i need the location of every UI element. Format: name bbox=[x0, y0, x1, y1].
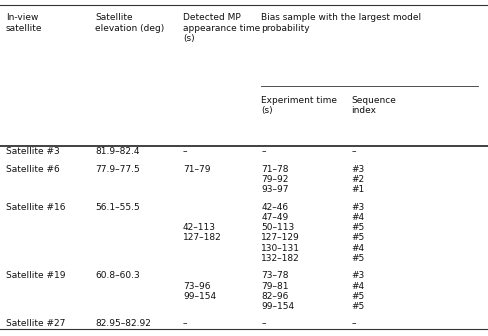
Text: #4: #4 bbox=[351, 244, 365, 253]
Text: In-view
satellite: In-view satellite bbox=[6, 13, 42, 33]
Text: 56.1–55.5: 56.1–55.5 bbox=[95, 203, 140, 212]
Text: #4: #4 bbox=[351, 282, 365, 291]
Text: Satellite #16: Satellite #16 bbox=[6, 203, 65, 212]
Text: 60.8–60.3: 60.8–60.3 bbox=[95, 271, 140, 280]
Text: 47–49: 47–49 bbox=[261, 213, 288, 222]
Text: –: – bbox=[351, 147, 356, 156]
Text: 82–96: 82–96 bbox=[261, 292, 288, 301]
Text: 42–113: 42–113 bbox=[183, 223, 216, 232]
Text: #2: #2 bbox=[351, 175, 365, 184]
Text: #3: #3 bbox=[351, 271, 365, 280]
Text: 81.9–82.4: 81.9–82.4 bbox=[95, 147, 140, 156]
Text: #5: #5 bbox=[351, 302, 365, 311]
Text: #3: #3 bbox=[351, 165, 365, 174]
Text: Satellite #19: Satellite #19 bbox=[6, 271, 65, 280]
Text: #5: #5 bbox=[351, 223, 365, 232]
Text: 73–96: 73–96 bbox=[183, 282, 210, 291]
Text: –: – bbox=[261, 320, 265, 329]
Text: Satellite #27: Satellite #27 bbox=[6, 320, 65, 329]
Text: 99–154: 99–154 bbox=[261, 302, 294, 311]
Text: 82.95–82.92: 82.95–82.92 bbox=[95, 320, 151, 329]
Text: 132–182: 132–182 bbox=[261, 254, 300, 263]
Text: 127–129: 127–129 bbox=[261, 234, 300, 242]
Text: Satellite #3: Satellite #3 bbox=[6, 147, 60, 156]
Text: 127–182: 127–182 bbox=[183, 234, 222, 242]
Text: 77.9–77.5: 77.9–77.5 bbox=[95, 165, 140, 174]
Text: #5: #5 bbox=[351, 234, 365, 242]
Text: –: – bbox=[261, 147, 265, 156]
Text: Bias sample with the largest model
probability: Bias sample with the largest model proba… bbox=[261, 13, 421, 33]
Text: 73–78: 73–78 bbox=[261, 271, 288, 280]
Text: Satellite #6: Satellite #6 bbox=[6, 165, 60, 174]
Text: 99–154: 99–154 bbox=[183, 292, 216, 301]
Text: –: – bbox=[351, 320, 356, 329]
Text: –: – bbox=[183, 320, 187, 329]
Text: 71–79: 71–79 bbox=[183, 165, 210, 174]
Text: Experiment time
(s): Experiment time (s) bbox=[261, 96, 337, 115]
Text: #4: #4 bbox=[351, 213, 365, 222]
Text: #3: #3 bbox=[351, 203, 365, 212]
Text: 71–78: 71–78 bbox=[261, 165, 288, 174]
Text: #5: #5 bbox=[351, 292, 365, 301]
Text: Satellite
elevation (deg): Satellite elevation (deg) bbox=[95, 13, 164, 33]
Text: Detected MP
appearance time
(s): Detected MP appearance time (s) bbox=[183, 13, 260, 43]
Text: Sequence
index: Sequence index bbox=[351, 96, 396, 115]
Text: #1: #1 bbox=[351, 185, 365, 194]
Text: 50–113: 50–113 bbox=[261, 223, 294, 232]
Text: 79–81: 79–81 bbox=[261, 282, 288, 291]
Text: 42–46: 42–46 bbox=[261, 203, 288, 212]
Text: 79–92: 79–92 bbox=[261, 175, 288, 184]
Text: 130–131: 130–131 bbox=[261, 244, 300, 253]
Text: –: – bbox=[183, 147, 187, 156]
Text: 93–97: 93–97 bbox=[261, 185, 288, 194]
Text: #5: #5 bbox=[351, 254, 365, 263]
